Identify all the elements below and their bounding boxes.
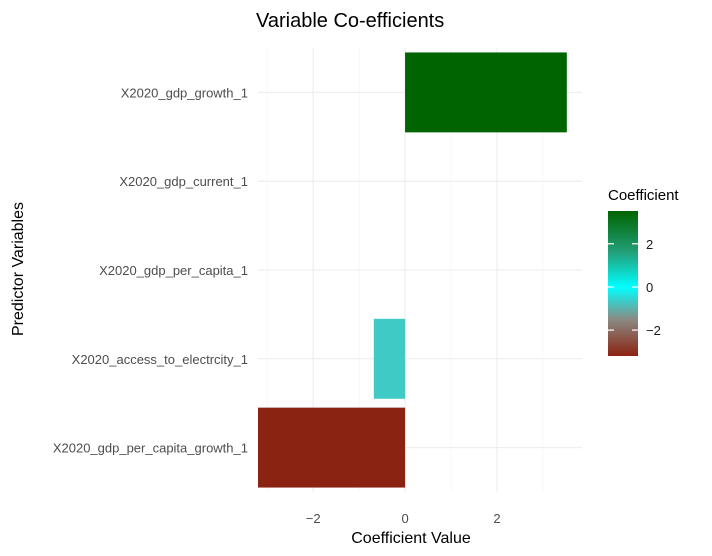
bars [258, 52, 567, 488]
y-tick-labels: X2020_gdp_per_capita_growth_1 X2020_acces… [53, 85, 248, 455]
x-axis-title: Coefficient Value [351, 530, 471, 547]
chart-title: Variable Co-efficients [256, 10, 444, 32]
x-tick-label: 0 [401, 511, 408, 526]
legend-tick-label: 0 [646, 280, 653, 295]
x-tick-labels: −2 0 2 [306, 511, 501, 526]
legend-title: Coefficient [608, 187, 679, 204]
legend-tick-label: 2 [646, 237, 653, 252]
y-axis-title: Predictor Variables [10, 202, 27, 336]
y-tick-label: X2020_gdp_per_capita_growth_1 [53, 441, 248, 456]
y-tick-label: X2020_access_to_electrcity_1 [72, 352, 248, 367]
y-tick-label: X2020_gdp_growth_1 [121, 85, 248, 100]
bar-X2020_gdp_growth_1 [405, 52, 567, 133]
legend-tick-label: −2 [646, 323, 661, 338]
bar-X2020_access_to_electrcity_1 [373, 318, 406, 399]
y-tick-label: X2020_gdp_per_capita_1 [99, 263, 248, 278]
x-tick-label: −2 [306, 511, 321, 526]
legend: Coefficient 2 0 −2 [608, 187, 679, 356]
y-tick-label: X2020_gdp_current_1 [119, 174, 248, 189]
x-tick-label: 2 [493, 511, 500, 526]
legend-colorbar [608, 211, 638, 356]
bar-X2020_gdp_per_capita_growth_1 [258, 407, 406, 488]
